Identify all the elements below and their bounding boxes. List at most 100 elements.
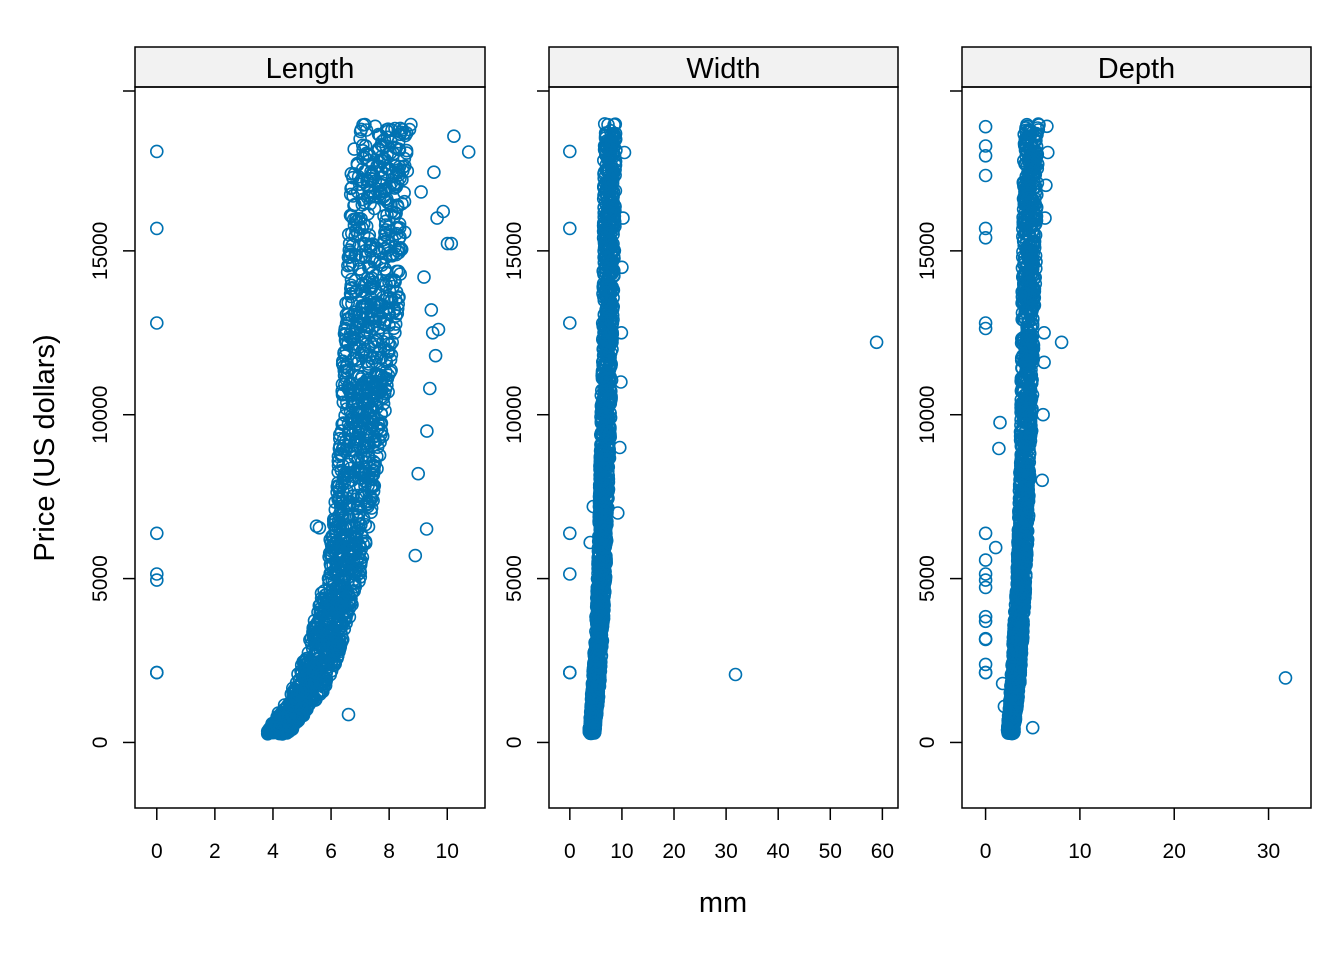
point — [599, 240, 613, 254]
y-tick-label-depth: 5000 — [916, 555, 939, 602]
point — [347, 337, 361, 351]
point — [346, 351, 361, 366]
point-outlier — [402, 122, 417, 137]
point-outlier — [995, 676, 1010, 691]
point — [586, 715, 601, 730]
point-outlier — [617, 145, 632, 160]
point — [343, 249, 358, 264]
point — [590, 580, 605, 595]
point-outlier — [992, 441, 1006, 456]
point — [1014, 418, 1028, 432]
point — [1019, 132, 1034, 146]
point — [598, 459, 613, 473]
point — [353, 124, 368, 139]
point — [365, 157, 380, 172]
point — [589, 669, 603, 684]
point — [591, 617, 605, 632]
point — [1018, 269, 1032, 284]
point — [594, 437, 608, 452]
point — [351, 567, 366, 581]
panel-frame-depth — [961, 86, 1312, 809]
strip-width — [548, 46, 899, 88]
x-tick-label-length: 2 — [209, 840, 221, 863]
point-outlier — [993, 415, 1007, 430]
point — [369, 367, 384, 381]
point — [342, 381, 357, 396]
point — [1017, 486, 1032, 500]
point-outlier — [1041, 145, 1055, 160]
point — [598, 357, 613, 372]
point — [361, 405, 376, 420]
point — [1024, 418, 1038, 433]
point — [591, 572, 605, 587]
x-tick-label-width: 60 — [871, 840, 894, 863]
point — [385, 335, 400, 350]
point — [1006, 663, 1020, 678]
y-tick-label-width: 0 — [503, 737, 526, 749]
point-outlier — [978, 632, 993, 647]
point — [367, 381, 382, 395]
point — [602, 397, 616, 412]
point — [1015, 575, 1030, 590]
point-outlier — [150, 665, 164, 680]
x-tick-label-width: 20 — [662, 840, 685, 863]
point — [588, 695, 603, 710]
point — [373, 297, 388, 312]
point — [330, 579, 344, 594]
panel-frame-width — [548, 86, 899, 809]
point — [322, 576, 336, 591]
point — [1013, 529, 1028, 543]
point — [339, 442, 354, 457]
point — [1010, 577, 1025, 591]
y-tick-label-depth: 0 — [916, 737, 939, 749]
point — [1011, 537, 1026, 552]
point — [594, 585, 608, 599]
point — [1023, 228, 1037, 243]
point — [376, 396, 391, 411]
point — [378, 365, 393, 379]
point — [390, 176, 405, 190]
point — [317, 584, 332, 598]
point — [604, 357, 619, 371]
point — [1018, 138, 1032, 153]
point-outlier — [562, 316, 577, 330]
x-tick-label-depth: 20 — [1163, 840, 1186, 863]
point — [303, 678, 317, 693]
point — [292, 672, 307, 687]
point — [357, 164, 372, 179]
point — [330, 637, 345, 652]
point — [352, 546, 367, 560]
point — [353, 132, 367, 146]
x-tick-label-length: 8 — [383, 840, 395, 863]
point-outlier — [461, 145, 476, 159]
point-outlier — [978, 526, 993, 541]
point — [1027, 154, 1041, 169]
point-outlier — [587, 720, 602, 735]
point — [367, 340, 382, 354]
point — [363, 348, 378, 362]
point — [364, 501, 379, 515]
point — [608, 117, 623, 131]
point — [1014, 384, 1029, 399]
point — [369, 350, 384, 365]
point — [298, 696, 313, 711]
point — [349, 321, 364, 336]
point-outlier — [610, 506, 625, 520]
point-outlier — [562, 665, 577, 680]
strip-label-width: Width — [686, 53, 760, 85]
point — [348, 229, 363, 243]
x-tick-label-length: 6 — [325, 840, 337, 863]
point — [601, 359, 616, 374]
point-outlier — [150, 567, 164, 581]
panel-frame-length — [134, 86, 486, 809]
point — [363, 239, 378, 253]
point-outlier — [440, 236, 455, 251]
point-outlier — [422, 381, 437, 396]
point — [328, 636, 343, 651]
point — [1023, 152, 1037, 166]
point-outlier — [420, 424, 434, 438]
point — [365, 265, 380, 280]
point-outlier — [1040, 119, 1054, 134]
point — [290, 686, 305, 700]
point — [369, 449, 384, 464]
